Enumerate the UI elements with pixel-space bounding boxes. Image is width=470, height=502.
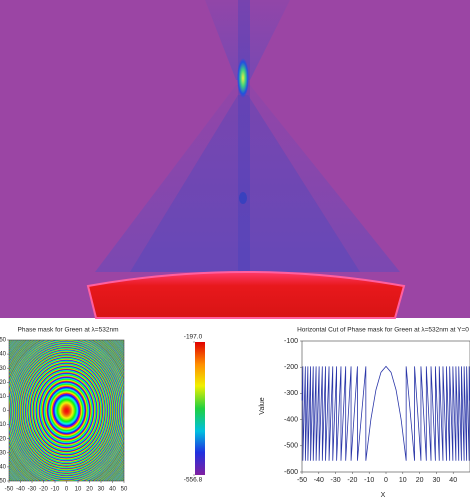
y-tick-label: 20 bbox=[0, 380, 7, 386]
screen: Phase mask for Green at λ=532nm Horizont… bbox=[0, 0, 470, 502]
x-tick-label: -20 bbox=[347, 477, 357, 484]
y-tick-label: -40 bbox=[0, 464, 7, 470]
chart-title: Phase mask for Green at λ=532nm bbox=[18, 327, 119, 334]
y-tick-label: 10 bbox=[0, 394, 7, 400]
x-tick-label: 10 bbox=[399, 477, 407, 484]
x-tick-label: 30 bbox=[98, 487, 105, 493]
x-tick-label: -10 bbox=[364, 477, 374, 484]
x-tick-label: -40 bbox=[16, 487, 25, 493]
y-tick-label: -100 bbox=[284, 338, 298, 345]
x-tick-label: -30 bbox=[331, 477, 341, 484]
phase-mask bbox=[0, 309, 149, 502]
y-tick-label: -30 bbox=[0, 450, 7, 456]
x-tick-label: -20 bbox=[39, 487, 48, 493]
x-tick-label: -50 bbox=[5, 487, 14, 493]
y-tick-label: -50 bbox=[0, 479, 7, 485]
x-tick-label: -30 bbox=[28, 487, 37, 493]
x-tick-label: 20 bbox=[416, 477, 424, 484]
y-tick-label: 40 bbox=[0, 352, 7, 358]
colorbar bbox=[195, 342, 205, 475]
colorbar-label: -197.0 bbox=[184, 334, 203, 341]
x-tick-label: 40 bbox=[449, 477, 457, 484]
y-tick-label: -200 bbox=[284, 364, 298, 371]
y-tick-label: -400 bbox=[284, 416, 298, 423]
y-tick-label: -10 bbox=[0, 422, 7, 428]
x-tick-label: 10 bbox=[75, 487, 82, 493]
y-axis-label: Value bbox=[259, 397, 266, 414]
y-tick-label: 30 bbox=[0, 366, 7, 372]
chart-title: Horizontal Cut of Phase mask for Green a… bbox=[297, 327, 469, 334]
x-tick-label: 40 bbox=[109, 487, 116, 493]
y-tick-label: -600 bbox=[284, 469, 298, 476]
x-tick-label: 0 bbox=[65, 487, 69, 493]
colorbar-label: -556.8 bbox=[184, 477, 203, 484]
x-tick-label: -10 bbox=[51, 487, 60, 493]
y-tick-label: -20 bbox=[0, 436, 7, 442]
y-tick-label: -300 bbox=[284, 390, 298, 397]
field-image bbox=[0, 0, 470, 318]
x-tick-label: 30 bbox=[433, 477, 441, 484]
y-tick-label: -500 bbox=[284, 443, 298, 450]
y-tick-label: 0 bbox=[3, 408, 7, 414]
y-tick-label: 50 bbox=[0, 338, 7, 344]
x-tick-label: 50 bbox=[121, 487, 128, 493]
x-tick-label: -40 bbox=[314, 477, 324, 484]
x-axis-label: X bbox=[381, 492, 386, 499]
x-tick-label: 0 bbox=[384, 477, 388, 484]
line bbox=[302, 366, 470, 460]
x-tick-label: -50 bbox=[297, 477, 307, 484]
x-tick-label: 20 bbox=[86, 487, 93, 493]
